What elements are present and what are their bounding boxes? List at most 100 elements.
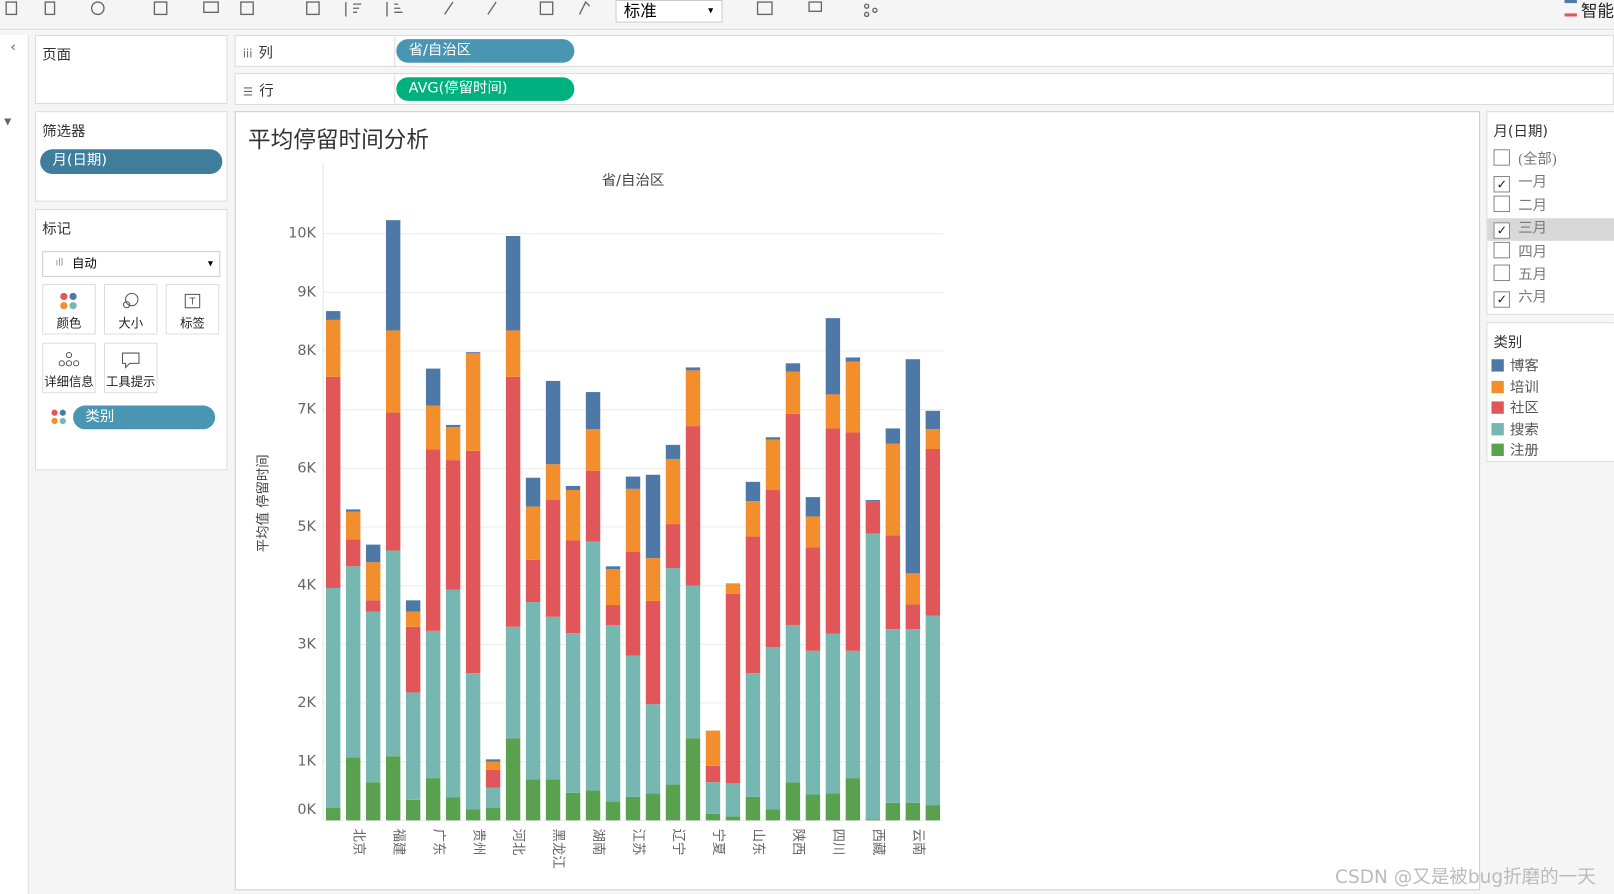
dropdown-text: 自动 [72, 256, 97, 271]
bar-segment [665, 458, 681, 525]
tooltip-button[interactable]: 工具提示 [103, 342, 158, 394]
bar-segment [645, 558, 661, 601]
bar-segment [485, 761, 501, 770]
bar-segment [625, 796, 641, 821]
legend-swatch [1491, 443, 1504, 456]
x-tick-label: 四川 [830, 829, 845, 856]
bar-segment [925, 448, 941, 616]
button-label: 颜色 [56, 315, 82, 331]
bar-segment [705, 730, 721, 766]
bar-segment [325, 319, 341, 377]
filter-item[interactable]: 五月 [1487, 264, 1614, 288]
bar-segment [465, 809, 481, 821]
bar-segment [765, 647, 781, 810]
bar-segment [825, 633, 841, 794]
bar-segment [825, 428, 841, 634]
bar-segment [765, 809, 781, 821]
y-tick-label: 9K [297, 284, 316, 300]
filters-shelf: 筛选器 月(日期) [34, 111, 228, 202]
bar-segment [685, 426, 701, 586]
color-pill[interactable]: 类别 [73, 405, 216, 430]
x-header: 省/自治区 [602, 172, 664, 189]
marks-card: 标记 ıll 自动 ▾ 颜色 大小 T 标签 详细信息 工具提示 类别 [34, 208, 228, 471]
bar-segment [585, 429, 601, 471]
filter-item[interactable]: ✓ 六月 [1487, 288, 1614, 311]
bar-segment [685, 367, 701, 371]
bar-segment [925, 429, 941, 449]
bar-segment [645, 793, 661, 821]
color-button[interactable]: 颜色 [42, 284, 96, 335]
label-button[interactable]: T 标签 [165, 284, 220, 335]
row-pill[interactable]: AVG(停留时间) [396, 77, 575, 101]
bar-segment [845, 357, 861, 362]
filter-label: 五月 [1518, 267, 1548, 284]
bar-segment [485, 808, 501, 821]
bar-segment [785, 413, 801, 625]
bar-segment [805, 516, 821, 548]
legend-label: 培训 [1509, 380, 1539, 396]
bar-segment [785, 782, 801, 821]
bar-segment [505, 626, 521, 739]
filter-item[interactable]: ✓ 一月 [1487, 172, 1614, 195]
filter-pill[interactable]: 月(日期) [40, 149, 223, 174]
columns-shelf: iii 列 省/自治区 [234, 34, 1614, 67]
bar-segment [565, 633, 581, 793]
filter-item[interactable]: ✓ 三月 [1487, 218, 1614, 242]
legend-item: 博客 [1491, 358, 1539, 377]
bar-segment [765, 490, 781, 648]
bar-segment [745, 501, 761, 537]
bar-segment [905, 359, 921, 574]
month-filter: 月(日期) (全部) ✓ 一月 二月 ✓ 三月 四月 五月 ✓ 六月 [1486, 111, 1614, 315]
shelf-label: 行 [259, 83, 274, 100]
bar-segment [825, 793, 841, 821]
filter-item[interactable]: 四月 [1487, 241, 1614, 264]
button-label: 大小 [118, 315, 144, 331]
fit-dropdown[interactable]: 标准 ▾ [615, 0, 723, 23]
legend-swatch [1491, 422, 1504, 435]
bar-segment [725, 593, 741, 784]
bar-segment [605, 605, 621, 625]
bar-segment [845, 432, 861, 651]
x-tick-label: 陕西 [790, 829, 806, 856]
filter-label: 二月 [1518, 198, 1548, 214]
bar-segment [845, 361, 861, 433]
filter-label: (全部) [1518, 152, 1557, 168]
bar-segment [325, 311, 341, 320]
bar-segment [865, 533, 881, 820]
y-tick-label: 8K [297, 343, 316, 359]
filter-label: 一月 [1518, 175, 1548, 191]
bar-segment [365, 544, 381, 563]
bar-segment [665, 568, 681, 785]
y-tick-label: 10K [288, 226, 316, 242]
size-button[interactable]: 大小 [103, 284, 158, 335]
bar-segment [565, 485, 581, 491]
detail-button[interactable]: 详细信息 [42, 342, 96, 394]
bar-segment [425, 405, 441, 450]
bar-segment [425, 449, 441, 631]
svg-text:T: T [189, 297, 196, 308]
bar-segment [505, 376, 521, 627]
bar-segment [785, 371, 801, 414]
filter-item[interactable]: (全部) [1487, 149, 1614, 172]
smart-button[interactable]: 智能 [1564, 0, 1614, 21]
bar-segment [685, 738, 701, 821]
bar-segment [685, 585, 701, 739]
bar-segment [725, 816, 741, 821]
shelf-title: 页面 [42, 47, 72, 64]
bar-segment [385, 550, 401, 757]
column-pill[interactable]: 省/自治区 [396, 39, 575, 63]
bar-segment [505, 738, 521, 821]
bar-segment [425, 778, 441, 821]
bar-segment [485, 787, 501, 809]
bar-segment [885, 802, 901, 821]
toolbar: 标准 ▾ 智能 [0, 0, 1614, 30]
rows-shelf: ☰ 行 AVG(停留时间) [234, 73, 1614, 105]
bar-segment [325, 376, 341, 589]
bar-segment [525, 602, 541, 780]
legend-swatch [1491, 401, 1504, 414]
mark-type-dropdown[interactable]: ıll 自动 ▾ [42, 251, 221, 277]
x-tick-label: 广东 [430, 829, 446, 856]
color-icon [51, 409, 66, 425]
filter-item[interactable]: 二月 [1487, 195, 1614, 218]
